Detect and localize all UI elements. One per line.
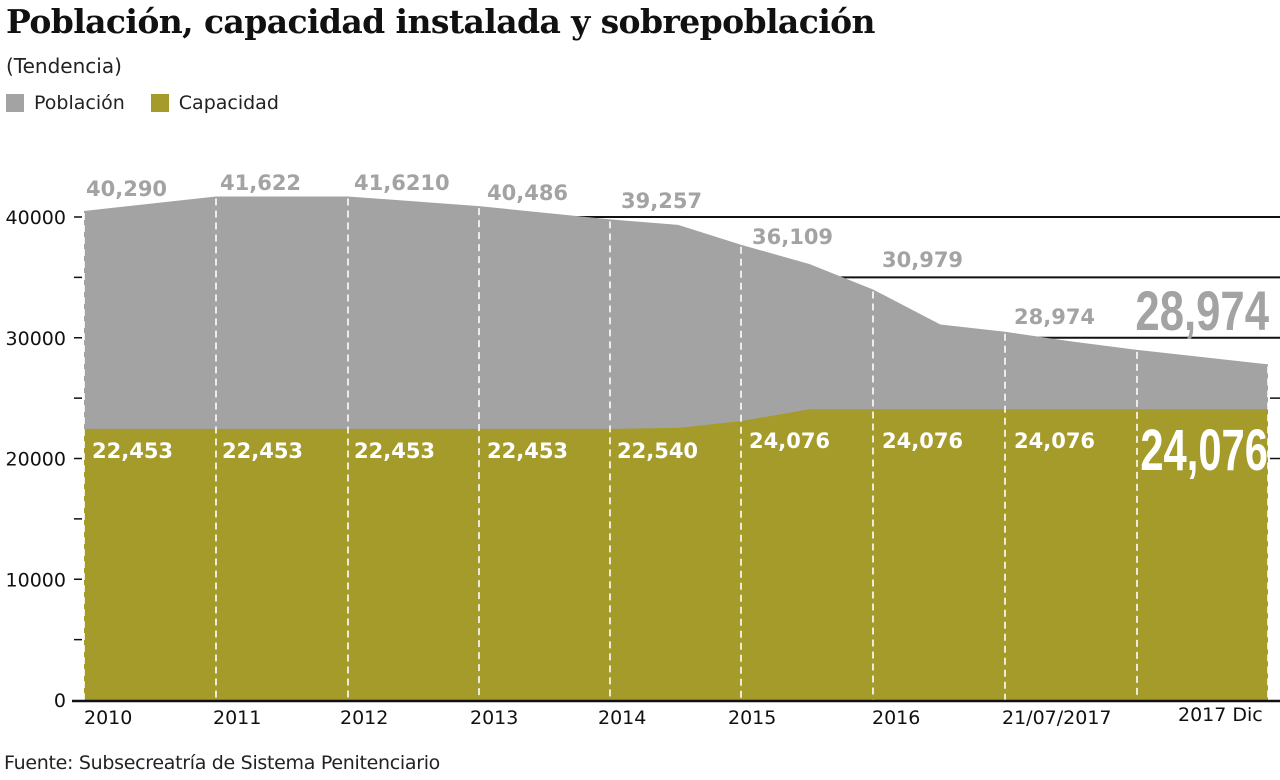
data-label-capacidad: 22,453: [487, 439, 568, 463]
x-tick-label: 21/07/2017: [1002, 707, 1112, 729]
data-label-poblacion: 36,109: [752, 225, 833, 249]
legend-swatch-poblacion: [6, 94, 24, 112]
category-dividers: [83, 198, 1269, 700]
legend-label-poblacion: Población: [34, 92, 125, 114]
legend-label-capacidad: Capacidad: [178, 92, 279, 114]
legend-swatch-capacidad: [150, 94, 169, 112]
data-label-capacidad: 22,453: [222, 439, 303, 463]
x-tick-label: 2010: [84, 707, 132, 729]
data-label-capacidad-highlight: 24,076: [1140, 417, 1268, 482]
data-label-poblacion: 39,257: [621, 189, 702, 213]
data-label-poblacion-highlight: 28,974: [1135, 280, 1269, 342]
x-tick-label: 2013: [470, 707, 518, 729]
data-label-poblacion: 40,486: [487, 181, 568, 205]
data-label-poblacion: 41,622: [220, 171, 301, 195]
data-label-poblacion: 30,979: [882, 248, 963, 272]
data-label-poblacion: 41,6210: [354, 171, 450, 195]
legend-item-poblacion: Población: [6, 92, 125, 114]
x-tick-label: 2016: [872, 707, 920, 729]
data-label-poblacion: 40,290: [86, 177, 167, 201]
y-tick-label: 10000: [6, 569, 66, 591]
x-tick-label: 2012: [340, 707, 388, 729]
x-tick-label: 2011: [213, 707, 261, 729]
x-tick-label: 2014: [598, 707, 646, 729]
data-label-capacidad: 24,076: [1014, 429, 1095, 453]
areas: [84, 196, 1268, 700]
axes: 0 10000 20000 30000 40000 2010 2011 2012 2013 201…: [6, 207, 1280, 729]
data-label-capacidad: 22,453: [92, 439, 173, 463]
y-tick-label: 0: [54, 690, 66, 712]
chart-subtitle: (Tendencia): [6, 54, 122, 78]
data-label-poblacion: 28,974: [1014, 305, 1095, 329]
data-label-capacidad: 22,453: [354, 439, 435, 463]
x-tick-label: 2017 Dic: [1178, 704, 1263, 726]
source-note: Fuente: Subsecreatría de Sistema Peniten…: [4, 752, 441, 774]
legend: Población Capacidad: [6, 92, 305, 114]
legend-item-capacidad: Capacidad: [150, 92, 279, 114]
data-labels: 40,290 41,622 41,6210 40,486 39,257 36,109 30,…: [86, 171, 1269, 483]
y-tick-label: 20000: [6, 449, 66, 471]
data-label-capacidad: 24,076: [882, 429, 963, 453]
x-tick-label: 2015: [728, 707, 776, 729]
data-label-capacidad: 22,540: [617, 439, 698, 463]
area-capacidad: [84, 409, 1268, 700]
y-tick-label: 40000: [6, 207, 66, 229]
chart-title: Población, capacidad instalada y sobrepo…: [6, 2, 876, 41]
y-tick-label: 30000: [6, 328, 66, 350]
data-label-capacidad: 24,076: [749, 429, 830, 453]
